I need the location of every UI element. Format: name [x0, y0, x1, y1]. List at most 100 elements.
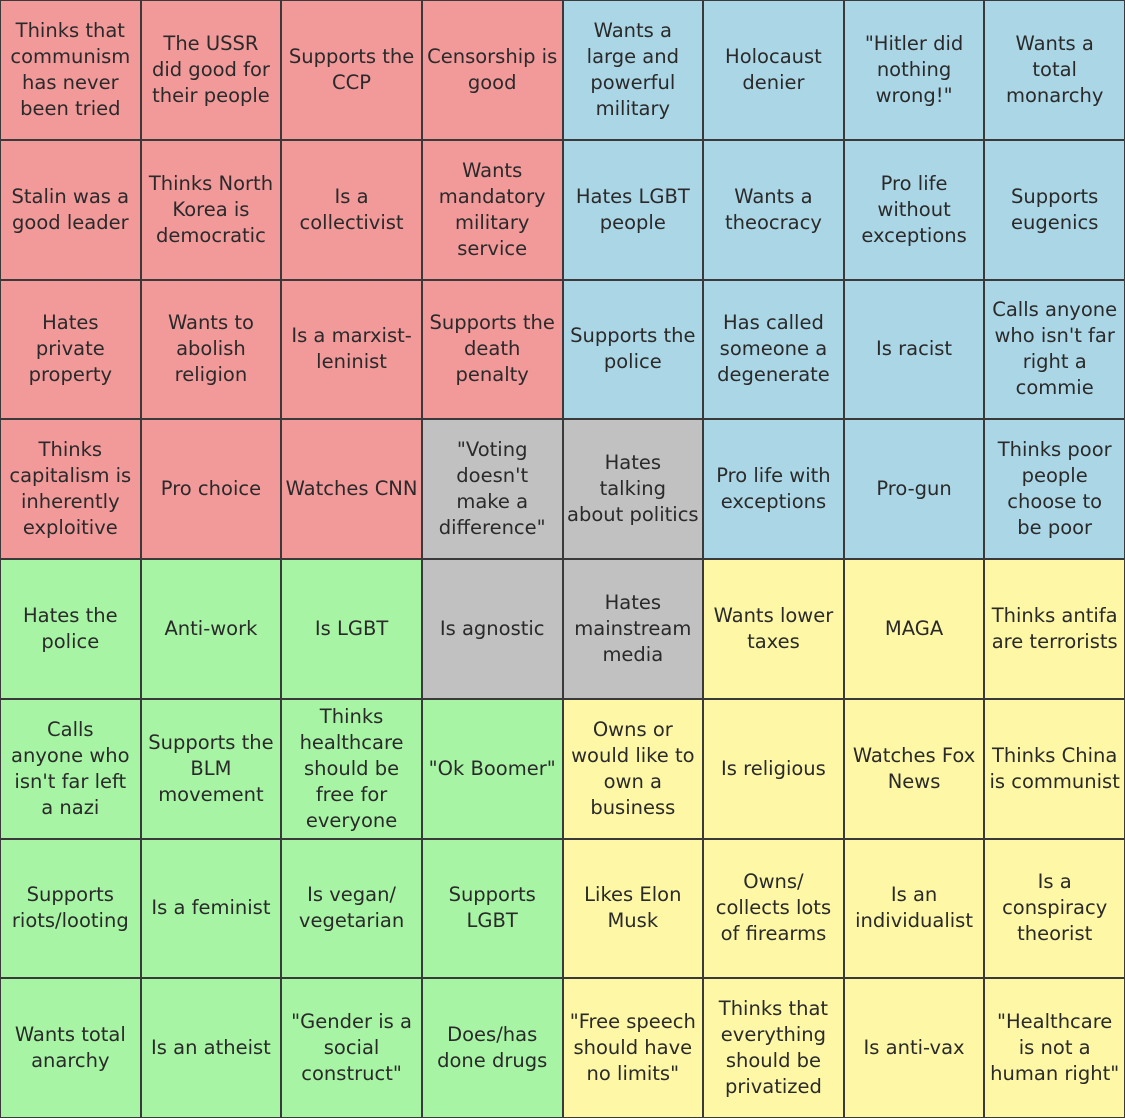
grid-cell-label: Hates LGBT people — [575, 184, 690, 234]
grid-cell-label: Holocaust denier — [725, 44, 822, 94]
grid-cell-label: Wants a total monarchy — [1005, 31, 1104, 107]
grid-cell-label: Supports the CCP — [288, 44, 415, 94]
grid-cell-label: Hates mainstream media — [574, 590, 692, 666]
grid-cell-label: "Hitler did nothing wrong!" — [864, 31, 964, 107]
grid-cell-label: Is agnostic — [439, 616, 545, 640]
grid-cell: Wants lower taxes — [704, 560, 843, 698]
grid-cell-label: Supports eugenics — [1010, 184, 1099, 234]
grid-cell-label: Watches CNN — [285, 477, 418, 501]
grid-cell-label: Supports the police — [570, 324, 696, 374]
grid-cell-label: Hates talking about politics — [567, 451, 699, 527]
grid-cell: Supports the BLM movement — [141, 699, 281, 838]
grid-cell: Is a marxist- leninist — [282, 280, 421, 419]
grid-cell-label: Stalin was a good leader — [11, 184, 130, 234]
grid-cell: Calls anyone who isn't far left a nazi — [1, 699, 140, 838]
grid-cell-label: Owns or would like to own a business — [571, 717, 695, 819]
grid-cell: Does/has done drugs — [422, 979, 562, 1117]
grid-cell: "Voting doesn't make a difference" — [422, 420, 562, 558]
grid-cell-label: "Ok Boomer" — [428, 756, 556, 780]
grid-cell: Supports the police — [563, 280, 703, 419]
grid-cell: Supports eugenics — [985, 140, 1124, 279]
grid-cell-label: Hates the police — [23, 603, 118, 653]
grid-cell-label: Censorship is good — [427, 44, 558, 94]
grid-cell-label: "Voting doesn't make a difference" — [438, 438, 546, 540]
grid-cell: Supports riots/looting — [1, 839, 140, 978]
grid-cell-label: Thinks antifa are terrorists — [991, 603, 1118, 653]
grid-cell: Is anti-vax — [844, 979, 984, 1117]
grid-cell-label: Wants total anarchy — [14, 1023, 126, 1073]
grid-cell: Is religious — [704, 699, 843, 838]
grid-cell-label: Does/has done drugs — [437, 1023, 548, 1073]
grid-cell-label: Calls anyone who isn't far left a nazi — [11, 717, 130, 819]
grid-cell-label: Is an individualist — [855, 883, 973, 933]
grid-cell-label: Is racist — [876, 337, 953, 361]
grid-cell: "Free speech should have no limits" — [563, 979, 703, 1117]
grid-cell-label: Owns/ collects lots of firearms — [715, 870, 832, 946]
grid-cell: Stalin was a good leader — [1, 140, 140, 279]
grid-cell: Is racist — [844, 280, 984, 419]
grid-cell-label: Is religious — [721, 756, 826, 780]
grid-cell: Wants mandatory military service — [422, 140, 562, 279]
grid-cell-label: Thinks healthcare should be free for eve… — [299, 704, 404, 832]
grid-cell: Hates LGBT people — [563, 140, 703, 279]
grid-cell: Wants a theocracy — [704, 140, 843, 279]
grid-cell: "Hitler did nothing wrong!" — [844, 1, 984, 139]
grid-cell: Watches Fox News — [844, 699, 984, 838]
grid-cell-label: The USSR did good for their people — [151, 31, 270, 107]
grid-cell: Watches CNN — [282, 420, 421, 558]
grid-cell-label: Is a marxist- leninist — [291, 324, 412, 374]
grid-cell-label: Wants a large and powerful military — [586, 18, 679, 120]
grid-cell: "Gender is a social construct" — [282, 979, 421, 1117]
grid-cell: Thinks capitalism is inherently exploiti… — [1, 420, 140, 558]
grid-cell: Owns/ collects lots of firearms — [704, 839, 843, 978]
grid-cell-label: Supports the death penalty — [429, 311, 555, 387]
grid-cell: Hates talking about politics — [563, 420, 703, 558]
grid-cell-label: MAGA — [884, 616, 944, 640]
grid-cell: The USSR did good for their people — [141, 1, 281, 139]
grid-cell: Hates private property — [1, 280, 140, 419]
grid-cell: MAGA — [844, 560, 984, 698]
grid-cell: Supports the death penalty — [422, 280, 562, 419]
grid-cell-label: Is vegan/ vegetarian — [298, 883, 405, 933]
grid-cell-label: Pro life without exceptions — [861, 171, 967, 247]
grid-cell-label: Supports riots/looting — [11, 883, 129, 933]
grid-cell-label: Is a feminist — [151, 896, 271, 920]
grid-cell: Thinks North Korea is democratic — [141, 140, 281, 279]
grid-cell: Is a conspiracy theorist — [985, 839, 1124, 978]
grid-cell-label: Thinks that communism has never been tri… — [10, 18, 131, 120]
grid-cell: Pro choice — [141, 420, 281, 558]
grid-cell: Is a collectivist — [282, 140, 421, 279]
grid-cell-label: "Healthcare is not a human right" — [990, 1010, 1120, 1086]
grid-cell-label: "Free speech should have no limits" — [569, 1010, 696, 1086]
grid-cell-label: Wants lower taxes — [713, 603, 834, 653]
grid-cell: Supports LGBT — [422, 839, 562, 978]
grid-cell: Is LGBT — [282, 560, 421, 698]
grid-cell-label: Pro-gun — [876, 477, 952, 501]
grid-cell-label: Is a collectivist — [299, 184, 404, 234]
grid-cell: Hates mainstream media — [563, 560, 703, 698]
grid-cell: Pro life with exceptions — [704, 420, 843, 558]
grid-cell-label: Watches Fox News — [852, 743, 976, 793]
grid-cell: "Healthcare is not a human right" — [985, 979, 1124, 1117]
grid-cell-label: Is LGBT — [314, 616, 389, 640]
grid-cell: Censorship is good — [422, 1, 562, 139]
grid-cell-label: Thinks North Korea is democratic — [148, 171, 274, 247]
grid-cell-label: Pro choice — [160, 477, 262, 501]
grid-cell: Supports the CCP — [282, 1, 421, 139]
grid-cell: Hates the police — [1, 560, 140, 698]
grid-cell: Wants a large and powerful military — [563, 1, 703, 139]
grid-cell: Wants a total monarchy — [985, 1, 1124, 139]
grid-cell-label: "Gender is a social construct" — [291, 1010, 412, 1086]
grid-cell: Likes Elon Musk — [563, 839, 703, 978]
grid-cell-label: Has called someone a degenerate — [717, 311, 830, 387]
grid-cell: Thinks that everything should be privati… — [704, 979, 843, 1117]
grid-cell: Pro life without exceptions — [844, 140, 984, 279]
grid-cell: Owns or would like to own a business — [563, 699, 703, 838]
grid-cell: Anti-work — [141, 560, 281, 698]
grid-cell-label: Anti-work — [164, 616, 258, 640]
grid-cell-label: Thinks China is communist — [989, 743, 1120, 793]
grid-cell: Is an atheist — [141, 979, 281, 1117]
grid-cell: Pro-gun — [844, 420, 984, 558]
grid-cell: Is an individualist — [844, 839, 984, 978]
grid-cell-label: Wants to abolish religion — [167, 311, 254, 387]
